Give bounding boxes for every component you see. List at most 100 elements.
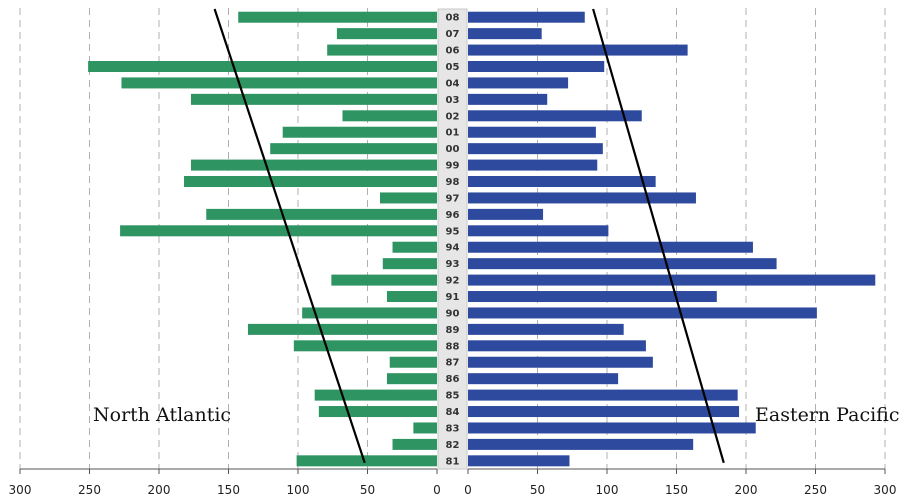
tick-label-right-150: 150 bbox=[665, 483, 688, 497]
bars bbox=[88, 11, 876, 467]
year-label-07: 07 bbox=[446, 29, 460, 40]
bar-north-atlantic-83 bbox=[413, 422, 437, 434]
x-axes: 300 250 200 150 100 50 0 0 50 100 150 200 250 300 bbox=[9, 468, 897, 497]
bar-north-atlantic-02 bbox=[342, 110, 437, 122]
year-label-04: 04 bbox=[446, 78, 460, 89]
year-label-97: 97 bbox=[446, 193, 460, 204]
bar-eastern-pacific-02 bbox=[468, 110, 642, 122]
bar-north-atlantic-07 bbox=[336, 28, 437, 40]
bar-north-atlantic-99 bbox=[190, 159, 437, 171]
bar-eastern-pacific-01 bbox=[468, 126, 596, 138]
bar-eastern-pacific-87 bbox=[468, 356, 653, 368]
tick-label-right-250: 250 bbox=[804, 483, 827, 497]
year-label-01: 01 bbox=[446, 128, 460, 139]
tick-label-right-300: 300 bbox=[874, 483, 897, 497]
bar-eastern-pacific-82 bbox=[468, 438, 694, 450]
bar-eastern-pacific-98 bbox=[468, 176, 656, 188]
bar-north-atlantic-84 bbox=[318, 406, 437, 418]
year-label-93: 93 bbox=[446, 259, 460, 270]
bar-north-atlantic-97 bbox=[380, 192, 437, 204]
bar-eastern-pacific-91 bbox=[468, 291, 717, 303]
year-label-98: 98 bbox=[446, 177, 460, 188]
tick-label-right-50: 50 bbox=[530, 483, 545, 497]
trend-lines bbox=[213, 8, 725, 464]
year-label-84: 84 bbox=[446, 407, 460, 418]
north-atlantic-label: North Atlantic bbox=[93, 404, 231, 426]
bar-north-atlantic-95 bbox=[120, 225, 437, 237]
tick-label-left-300: 300 bbox=[9, 483, 32, 497]
bar-eastern-pacific-00 bbox=[468, 143, 603, 155]
bar-eastern-pacific-85 bbox=[468, 389, 738, 401]
bar-eastern-pacific-94 bbox=[468, 241, 753, 253]
tick-label-right-200: 200 bbox=[735, 483, 758, 497]
year-labels: 08 07 06 05 04 03 02 01 00 99 98 97 96 95 94 93 92 91 90 89… bbox=[446, 13, 460, 468]
bar-eastern-pacific-88 bbox=[468, 340, 646, 352]
year-label-86: 86 bbox=[446, 374, 460, 385]
year-label-99: 99 bbox=[446, 161, 460, 172]
year-label-88: 88 bbox=[446, 341, 460, 352]
year-label-87: 87 bbox=[446, 358, 460, 369]
year-label-82: 82 bbox=[446, 440, 460, 451]
bar-north-atlantic-03 bbox=[190, 93, 437, 105]
bar-eastern-pacific-89 bbox=[468, 323, 624, 335]
bar-north-atlantic-94 bbox=[392, 241, 437, 253]
year-label-05: 05 bbox=[446, 62, 460, 73]
year-label-03: 03 bbox=[446, 95, 460, 106]
year-label-02: 02 bbox=[446, 111, 460, 122]
year-label-strip bbox=[437, 8, 468, 470]
year-label-92: 92 bbox=[446, 276, 460, 287]
tick-label-left-50: 50 bbox=[360, 483, 375, 497]
bar-north-atlantic-05 bbox=[88, 61, 438, 73]
bar-eastern-pacific-90 bbox=[468, 307, 817, 319]
bar-north-atlantic-06 bbox=[327, 44, 437, 56]
tick-label-right-100: 100 bbox=[596, 483, 619, 497]
tick-label-left-100: 100 bbox=[287, 483, 310, 497]
year-label-08: 08 bbox=[446, 13, 460, 24]
bar-eastern-pacific-95 bbox=[468, 225, 609, 237]
year-label-81: 81 bbox=[446, 456, 460, 467]
bar-eastern-pacific-96 bbox=[468, 208, 544, 220]
bar-north-atlantic-86 bbox=[386, 373, 437, 385]
tick-label-left-150: 150 bbox=[217, 483, 240, 497]
bar-eastern-pacific-05 bbox=[468, 61, 605, 73]
bar-north-atlantic-85 bbox=[314, 389, 437, 401]
bar-north-atlantic-92 bbox=[331, 274, 437, 286]
bar-eastern-pacific-86 bbox=[468, 373, 619, 385]
tick-label-left-0: 0 bbox=[433, 483, 441, 497]
bar-north-atlantic-88 bbox=[293, 340, 437, 352]
bar-eastern-pacific-81 bbox=[468, 455, 570, 467]
year-label-96: 96 bbox=[446, 210, 460, 221]
bar-north-atlantic-89 bbox=[247, 323, 437, 335]
bar-north-atlantic-00 bbox=[270, 143, 437, 155]
bar-north-atlantic-90 bbox=[302, 307, 437, 319]
tick-label-left-200: 200 bbox=[148, 483, 171, 497]
year-label-95: 95 bbox=[446, 226, 460, 237]
bar-eastern-pacific-84 bbox=[468, 406, 740, 418]
bar-eastern-pacific-06 bbox=[468, 44, 688, 56]
tick-label-left-250: 250 bbox=[78, 483, 101, 497]
bar-north-atlantic-01 bbox=[282, 126, 437, 138]
bar-north-atlantic-93 bbox=[382, 258, 437, 270]
bar-eastern-pacific-08 bbox=[468, 11, 585, 23]
year-label-94: 94 bbox=[446, 243, 460, 254]
bar-north-atlantic-87 bbox=[389, 356, 437, 368]
bar-eastern-pacific-04 bbox=[468, 77, 569, 89]
bar-north-atlantic-04 bbox=[121, 77, 437, 89]
year-label-06: 06 bbox=[446, 46, 460, 57]
year-label-89: 89 bbox=[446, 325, 460, 336]
year-label-85: 85 bbox=[446, 391, 460, 402]
bar-eastern-pacific-07 bbox=[468, 28, 542, 40]
bar-eastern-pacific-03 bbox=[468, 93, 548, 105]
bar-eastern-pacific-83 bbox=[468, 422, 756, 434]
bar-north-atlantic-81 bbox=[296, 455, 437, 467]
bar-eastern-pacific-99 bbox=[468, 159, 598, 171]
bar-north-atlantic-96 bbox=[206, 208, 437, 220]
bar-eastern-pacific-97 bbox=[468, 192, 696, 204]
trend-line-eastern-pacific bbox=[592, 8, 725, 464]
bar-north-atlantic-08 bbox=[238, 11, 437, 23]
bar-eastern-pacific-93 bbox=[468, 258, 777, 270]
bar-north-atlantic-98 bbox=[184, 176, 437, 188]
bar-north-atlantic-82 bbox=[392, 438, 437, 450]
year-label-83: 83 bbox=[446, 423, 460, 434]
